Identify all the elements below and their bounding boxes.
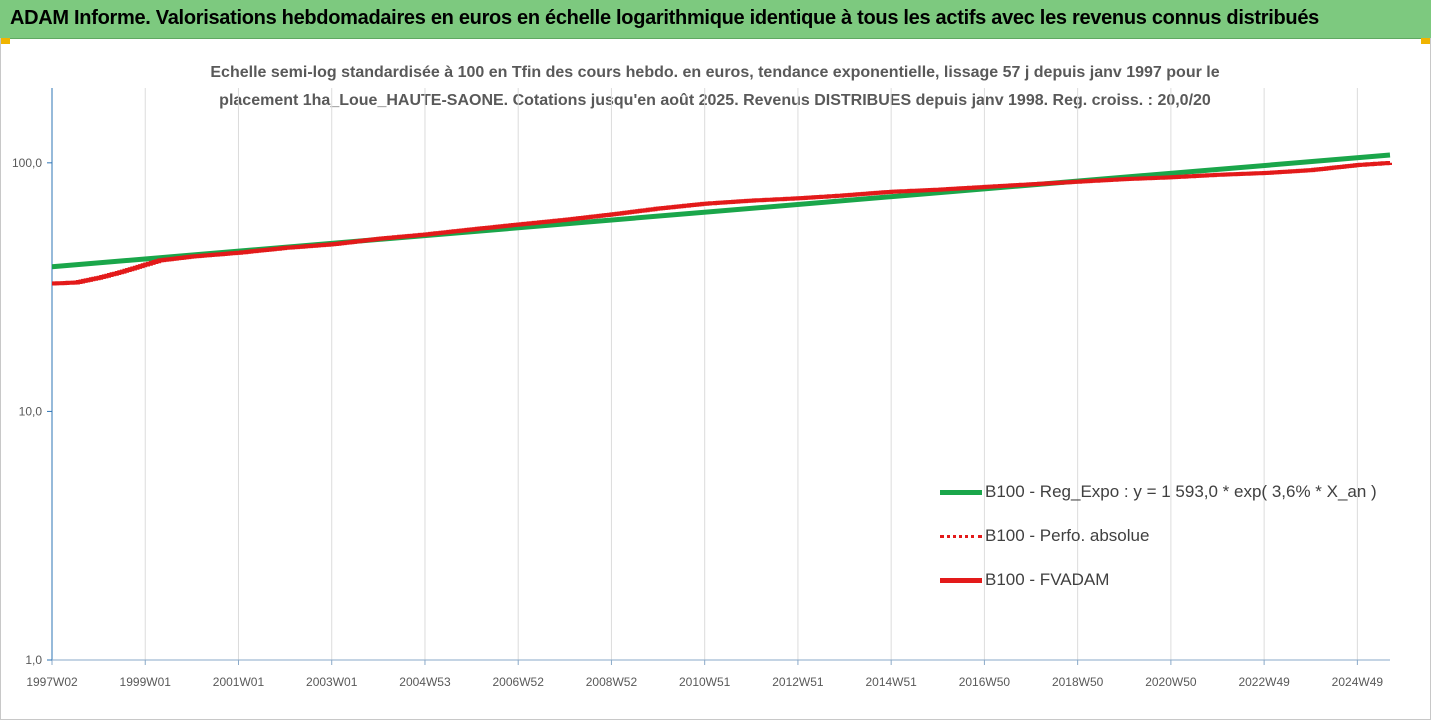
x-tick-label: 2012W51 xyxy=(772,675,824,689)
x-tick-label: 1999W01 xyxy=(120,675,172,689)
x-tick-label: 2022W49 xyxy=(1238,675,1290,689)
x-tick-label: 2004W53 xyxy=(399,675,451,689)
legend-label-reg-expo: B100 - Reg_Expo : y = 1 593,0 * exp( 3,6… xyxy=(985,482,1377,501)
legend-swatch-red-line xyxy=(940,578,982,583)
x-tick-label: 2020W50 xyxy=(1145,675,1197,689)
x-tick-label: 2010W51 xyxy=(679,675,731,689)
legend-label-fvadam: B100 - FVADAM xyxy=(985,570,1110,589)
x-tick-label: 2003W01 xyxy=(306,675,358,689)
x-tick-label: 2001W01 xyxy=(213,675,265,689)
chart-subtitle-line-2: placement 1ha_Loue_HAUTE-SAONE. Cotation… xyxy=(219,92,1211,109)
report-header: ADAM Informe. Valorisations hebdomadaire… xyxy=(0,0,1431,39)
y-tick-label: 1,0 xyxy=(25,653,42,667)
series-line-fvadam xyxy=(52,161,1392,286)
x-tick-label: 2014W51 xyxy=(865,675,917,689)
y-tick-label: 10,0 xyxy=(19,404,43,418)
report-title: ADAM Informe. Valorisations hebdomadaire… xyxy=(10,7,1319,29)
x-tick-label: 2024W49 xyxy=(1332,675,1384,689)
legend-label-perfo-absolue: B100 - Perfo. absolue xyxy=(985,526,1150,545)
x-tick-label: 2006W52 xyxy=(493,675,545,689)
corner-marker-right xyxy=(1421,38,1431,44)
y-tick-label: 100,0 xyxy=(12,156,42,170)
x-tick-label: 2018W50 xyxy=(1052,675,1104,689)
corner-marker-left xyxy=(0,38,10,44)
legend-swatch-dotted-red-line xyxy=(940,535,982,538)
x-tick-label: 2016W50 xyxy=(959,675,1011,689)
x-tick-label: 1997W02 xyxy=(26,675,78,689)
x-tick-label: 2008W52 xyxy=(586,675,638,689)
chart-subtitle-line-1: Echelle semi-log standardisée à 100 en T… xyxy=(210,64,1220,81)
legend-swatch-green-line xyxy=(940,490,982,495)
